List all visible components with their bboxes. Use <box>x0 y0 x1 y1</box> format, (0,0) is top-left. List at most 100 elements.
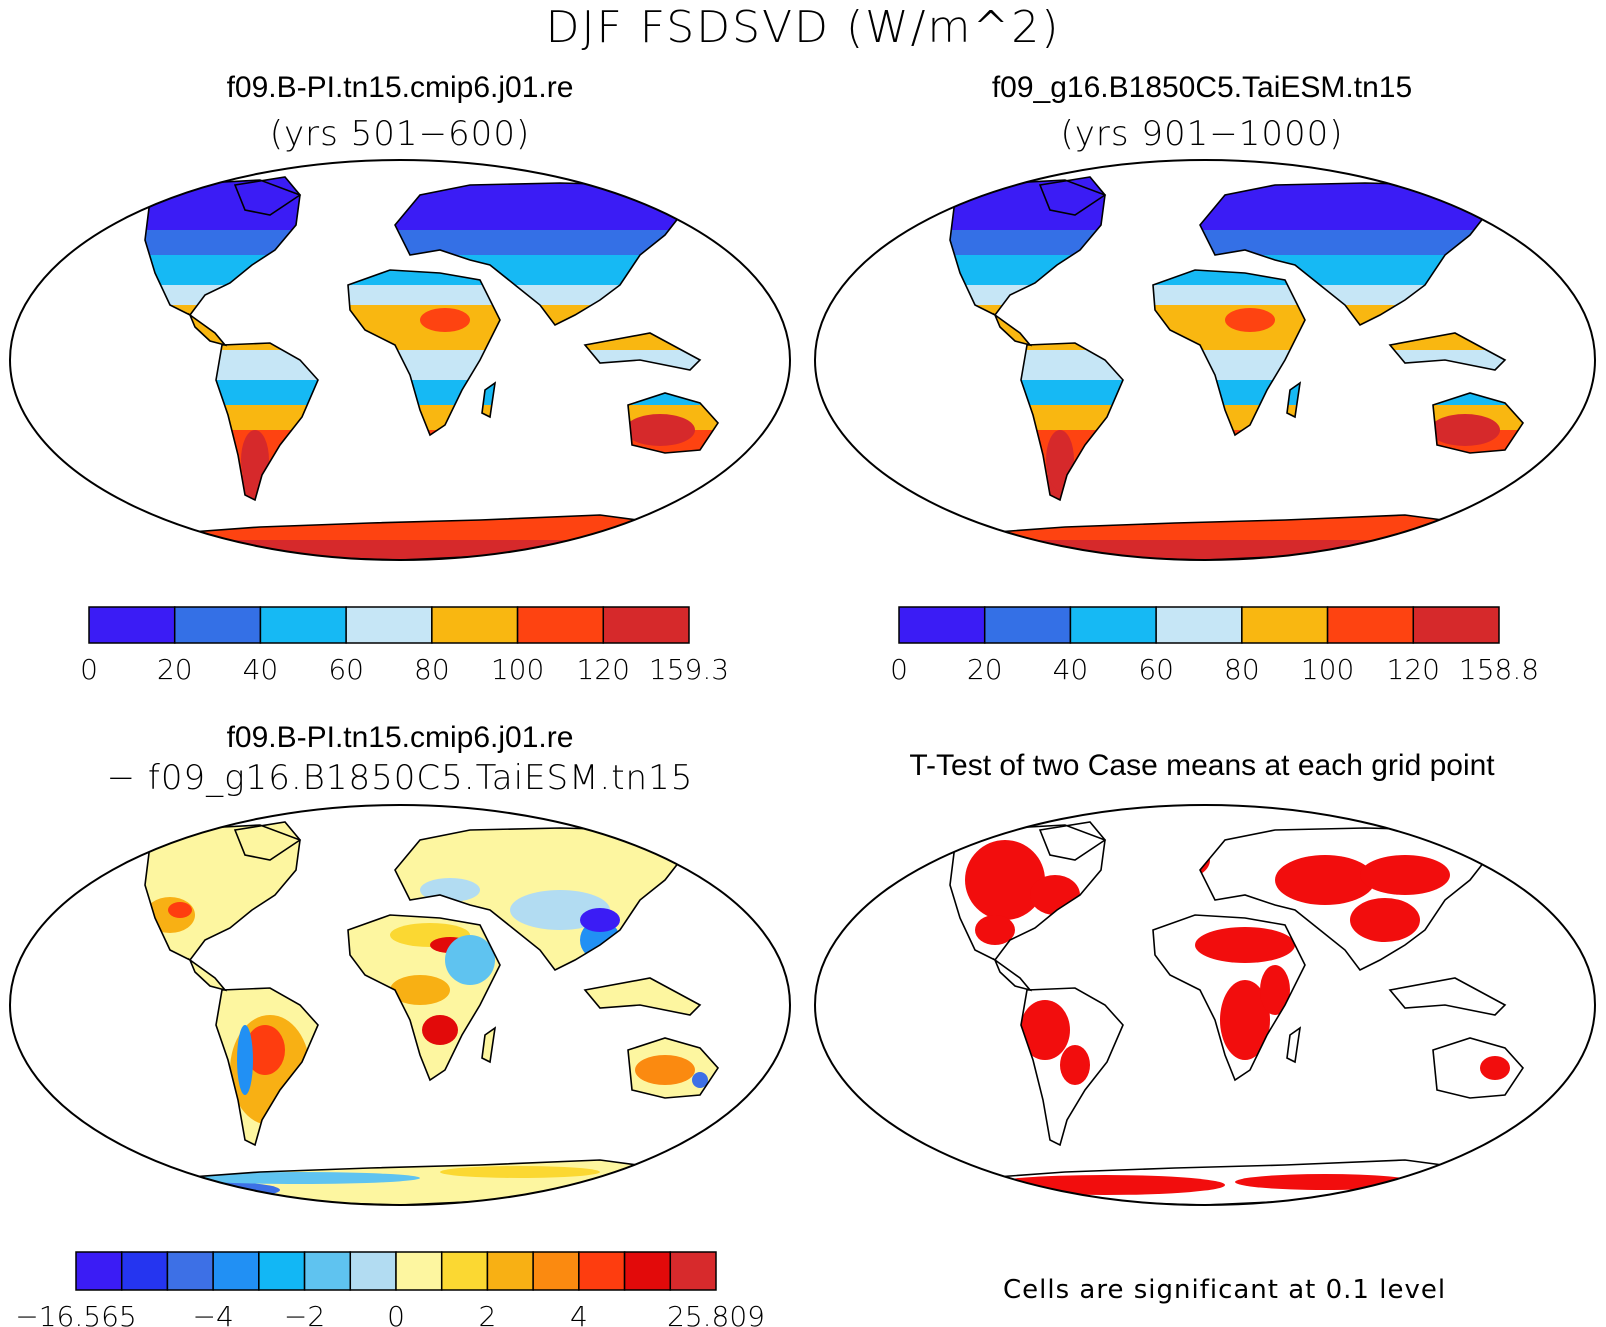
colorbar-tick-label: 0 <box>387 1300 405 1327</box>
colorbar-tick-label: 25.809 <box>667 1300 765 1327</box>
colorbar-tick-label: −16.565 <box>15 1300 136 1327</box>
coastline-greenland <box>233 176 302 216</box>
colorbar-swatch <box>1412 606 1500 644</box>
map-band <box>145 285 718 305</box>
map-band <box>145 380 718 405</box>
significant-region <box>1260 965 1290 1015</box>
colorbar-tick-label: 80 <box>1224 653 1260 685</box>
colorbar-tick-label: 100 <box>1301 653 1354 685</box>
significant-region <box>1220 980 1270 1060</box>
coastline-southAmerica <box>1020 342 1124 502</box>
colorbar-swatch <box>431 606 519 644</box>
coastline-northAmerica <box>144 824 301 962</box>
figure-title: DJF FSDSVD (W/m^2) <box>545 2 1061 53</box>
colorbar-swatch <box>602 606 690 644</box>
map-anomaly <box>580 908 620 932</box>
coastline-southAmerica <box>215 342 319 502</box>
map-band <box>950 380 1523 405</box>
colorbar-tick-label: 80 <box>414 653 450 685</box>
map-anomaly <box>160 1182 280 1198</box>
map-anomaly <box>180 1172 420 1184</box>
coastline-centralAmerica <box>188 312 228 347</box>
map-band <box>950 305 1523 350</box>
colorbar-tick-label: 0 <box>80 653 98 685</box>
colorbar-swatch <box>516 606 605 644</box>
map-background <box>145 822 718 1205</box>
map-anomaly <box>440 1166 600 1178</box>
colorbar-swatch <box>983 606 1072 644</box>
map-band <box>950 540 1523 560</box>
map-anomaly <box>245 1025 285 1075</box>
coastline-centralAmerica <box>993 312 1033 347</box>
coastline-africa <box>1152 914 1306 1082</box>
significant-region <box>1020 1000 1070 1060</box>
colorbar-swatch <box>669 1251 717 1291</box>
coastline-australia <box>1432 1037 1525 1099</box>
map-hotspot <box>625 414 695 446</box>
coastline-madagascar <box>481 1026 497 1064</box>
case1-map <box>9 159 791 561</box>
colorbar-swatch <box>898 606 986 644</box>
coastline-northAmerica <box>144 179 301 317</box>
map-border <box>9 159 791 561</box>
case2-colorbar: 0 20 40 60 80 100 120 158.8 <box>890 606 1539 685</box>
colorbar-tick-label: 159.3 <box>649 653 729 685</box>
coastline-northAmerica <box>949 179 1106 317</box>
colorbar-swatch <box>75 1251 123 1291</box>
colorbar-swatch <box>1069 606 1157 644</box>
coastline-eurasia <box>394 827 692 972</box>
colorbar-tick-label: 2 <box>479 1300 497 1327</box>
diff-subtitle: − f09_g16.B1850C5.TaiESM.tn15 <box>106 758 694 798</box>
coastline-africa <box>347 269 501 437</box>
diff-title: f09.B-PI.tn15.cmip6.j01.re <box>226 721 574 754</box>
map-anomaly <box>390 975 450 1005</box>
significant-region <box>985 1175 1225 1195</box>
map-border <box>814 804 1596 1206</box>
map-anomaly <box>237 1025 253 1095</box>
map-hotspot <box>420 308 470 332</box>
colorbar-swatch <box>173 606 262 644</box>
colorbar-tick-label: 40 <box>243 653 279 685</box>
map-anomaly <box>635 1055 695 1085</box>
coastline-eurasia <box>394 182 692 327</box>
colorbar-swatch <box>578 1251 626 1291</box>
map-band <box>145 305 718 350</box>
colorbar-swatch <box>166 1251 214 1291</box>
colorbar-swatch <box>212 1251 260 1291</box>
colorbar-tick-label: 158.8 <box>1459 653 1539 685</box>
significant-region <box>1030 875 1080 915</box>
colorbar-swatch <box>349 1251 397 1291</box>
map-hotspot <box>1225 308 1275 332</box>
colorbar-swatch <box>395 1251 443 1291</box>
colorbar-swatch <box>120 1251 169 1291</box>
coastline-eurasia <box>1199 182 1497 327</box>
colorbar-swatch <box>1241 606 1329 644</box>
case1-colorbar: 0 20 40 60 80 100 120 159.3 <box>80 606 729 685</box>
coastline-greenland <box>233 821 302 861</box>
significant-region <box>1275 855 1375 905</box>
ttest-title: T-Test of two Case means at each grid po… <box>909 749 1495 782</box>
map-anomaly <box>692 1072 708 1088</box>
case1-subtitle: (yrs 501−600) <box>269 114 531 154</box>
colorbar-swatch <box>88 606 176 644</box>
colorbar-swatch <box>258 1251 306 1291</box>
coastline-centralAmerica <box>188 957 228 992</box>
map-band <box>950 285 1523 305</box>
colorbar-tick-label: 20 <box>157 653 193 685</box>
coastline-southAmerica <box>215 987 319 1147</box>
colorbar-tick-label: 60 <box>328 653 364 685</box>
colorbar-tick-label: 120 <box>577 653 630 685</box>
case2-map <box>814 159 1596 561</box>
colorbar-swatch <box>1155 606 1243 644</box>
map-hotspot <box>241 430 269 490</box>
map-anomaly <box>445 935 495 985</box>
coastline-madagascar <box>1286 1026 1302 1064</box>
coastline-maritime <box>583 977 702 1016</box>
significant-region <box>1425 920 1465 950</box>
case2-subtitle: (yrs 901−1000) <box>1060 114 1344 154</box>
coastline-australia <box>1432 392 1525 454</box>
map-hotspot <box>1430 414 1500 446</box>
coastline-australia <box>627 392 720 454</box>
colorbar-swatch <box>345 606 433 644</box>
coastline-greenland <box>1038 176 1107 216</box>
